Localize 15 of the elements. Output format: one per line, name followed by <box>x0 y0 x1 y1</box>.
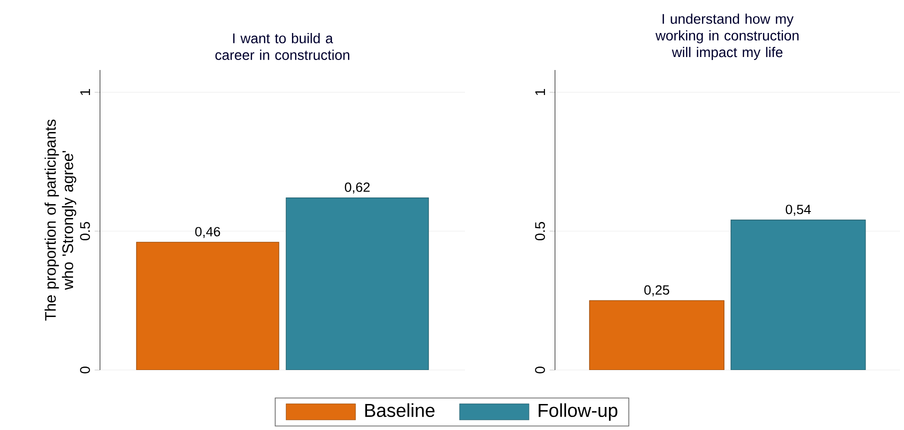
y-axis-title: The proportion of participants who 'Strongly agree' <box>44 120 76 321</box>
data-label: 0,62 <box>344 182 370 194</box>
y-tick-label: 1 <box>535 89 545 96</box>
data-label: 0,46 <box>195 226 220 238</box>
chart-title: I understand how my working in construction will impact my life <box>656 14 799 60</box>
legend-label: Follow-up <box>538 403 618 421</box>
y-tick-label: 0.5 <box>535 222 545 240</box>
legend-label: Baseline <box>365 403 435 418</box>
chart-title: I want to build a career in construction <box>215 33 350 60</box>
y-tick-label: 0.5 <box>80 222 90 240</box>
data-label: 0,54 <box>786 204 811 216</box>
y-tick-label: 1 <box>80 89 90 96</box>
y-tick-label: 0 <box>80 366 90 374</box>
y-tick-label: 0 <box>535 366 545 374</box>
data-label: 0,25 <box>644 285 670 296</box>
